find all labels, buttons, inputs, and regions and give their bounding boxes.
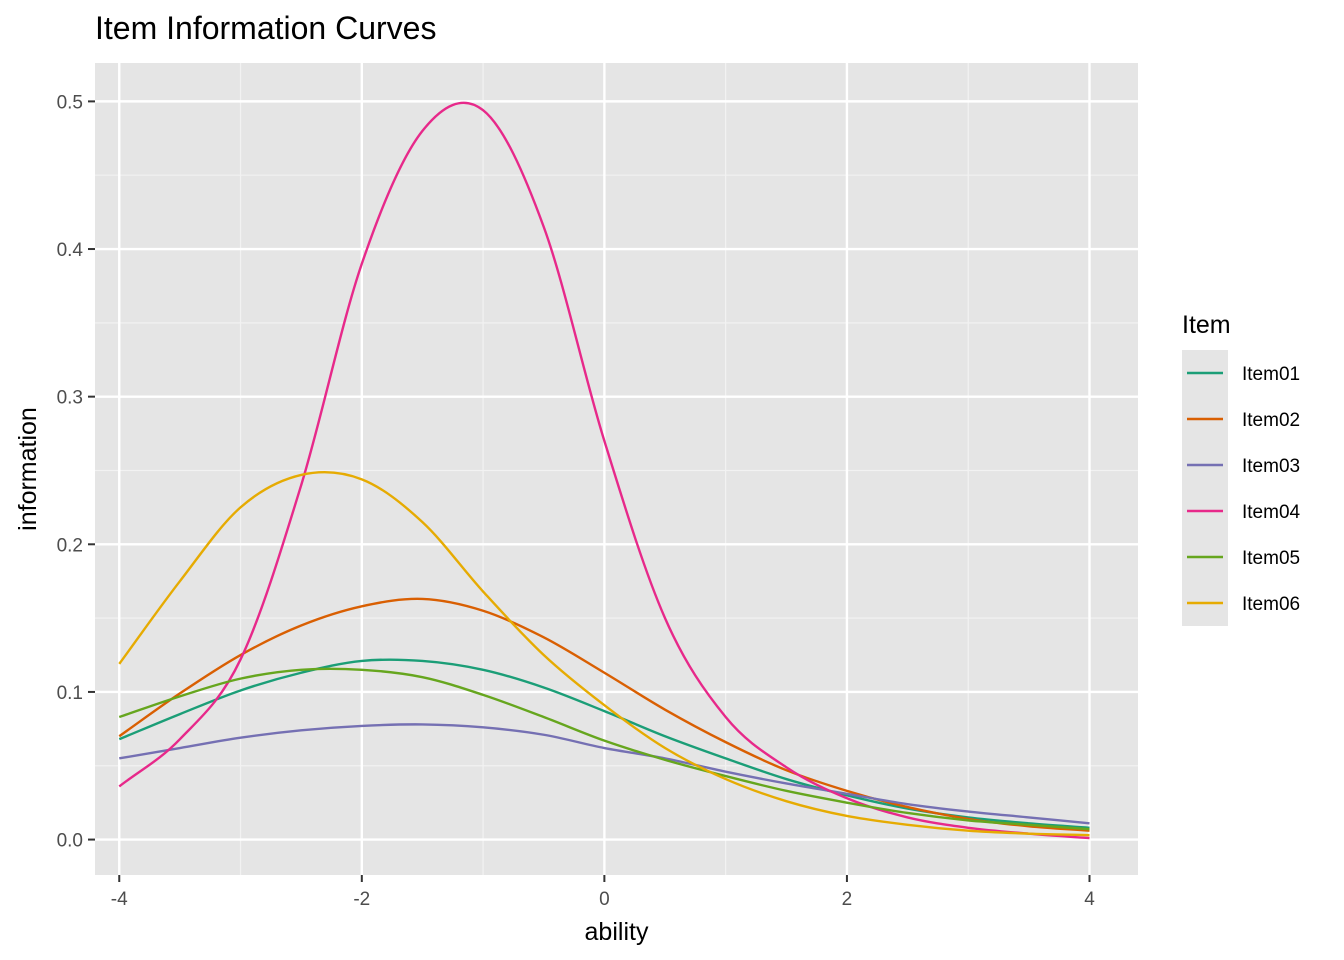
legend: Item Item01 Item02 Item03 Item04 Item05 Item0…	[1182, 311, 1301, 626]
x-tick-labels: -4 -2 0 2 4	[111, 889, 1095, 910]
grid-minor	[95, 63, 1138, 875]
x-tick-label: 0	[599, 889, 610, 910]
legend-label: Item04	[1242, 502, 1301, 523]
legend-item-item06: Item06	[1187, 594, 1300, 615]
legend-item-item02: Item02	[1187, 410, 1300, 431]
legend-label: Item06	[1242, 594, 1300, 615]
y-tick-label: 0.0	[57, 831, 83, 852]
y-tick-label: 0.1	[57, 683, 83, 704]
legend-label: Item05	[1242, 548, 1300, 569]
series-line-item06	[118, 470, 1090, 837]
x-tick-label: 4	[1084, 889, 1095, 910]
legend-key-background	[1182, 350, 1228, 626]
x-tick-label: -2	[353, 889, 370, 910]
series-line-item03	[119, 723, 1090, 825]
legend-label: Item01	[1242, 364, 1300, 385]
series-line-item04	[118, 101, 1090, 840]
y-tick-label: 0.3	[57, 388, 83, 409]
x-tick-label: 2	[842, 889, 853, 910]
axis-ticks	[88, 100, 1091, 882]
y-tick-label: 0.4	[57, 240, 84, 261]
legend-title: Item	[1182, 311, 1231, 339]
series-lines	[118, 101, 1090, 840]
legend-item-item03: Item03	[1187, 456, 1300, 477]
legend-item-item01: Item01	[1187, 364, 1300, 385]
x-tick-label: -4	[111, 889, 128, 910]
legend-label: Item03	[1242, 456, 1300, 477]
y-axis-title: information	[14, 407, 42, 531]
x-axis-title: ability	[585, 918, 649, 946]
chart-title: Item Information Curves	[95, 10, 437, 46]
y-tick-label: 0.2	[57, 535, 83, 556]
legend-item-item05: Item05	[1187, 548, 1300, 569]
series-line-item05	[118, 667, 1090, 831]
plot-panel	[95, 63, 1138, 875]
legend-label: Item02	[1242, 410, 1300, 431]
y-tick-label: 0.5	[57, 92, 83, 113]
series-line-item02	[118, 597, 1090, 832]
y-tick-labels: 0.0 0.1 0.2 0.3 0.4 0.5	[57, 92, 84, 851]
legend-item-item04: Item04	[1187, 502, 1301, 523]
grid-major	[95, 63, 1138, 875]
